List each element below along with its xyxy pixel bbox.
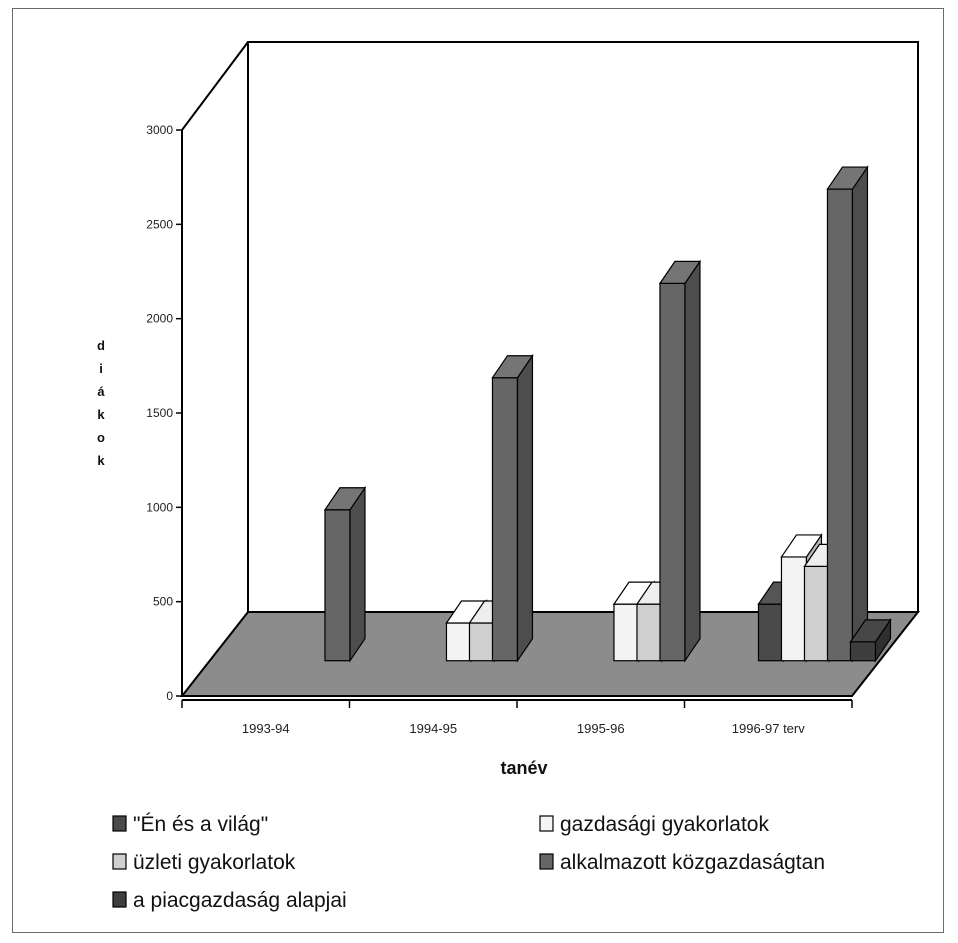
x-tick-label: 1995-96 — [577, 721, 625, 736]
legend-label: üzleti gyakorlatok — [133, 851, 296, 874]
bar-front — [826, 188, 854, 662]
bar-top — [780, 534, 823, 558]
bar-top — [826, 166, 869, 190]
bar-front — [757, 603, 785, 662]
legend-label: alkalmazott közgazdaságtan — [560, 851, 825, 874]
legend-item: üzleti gyakorlatok — [112, 851, 296, 874]
bar-side — [349, 485, 366, 663]
bar — [323, 485, 367, 663]
legend-swatch — [539, 853, 554, 870]
y-tick-label: 3000 — [146, 123, 173, 137]
y-tick-label: 1500 — [146, 406, 173, 420]
legend-label: a piacgazdaság alapjai — [133, 889, 347, 912]
side-wall-top-edge — [181, 41, 249, 131]
bar-front — [324, 509, 351, 662]
legend-label: "Én és a világ" — [133, 813, 268, 836]
y-tick-label: 1000 — [146, 500, 173, 514]
bar-front — [780, 556, 808, 662]
bar-front — [468, 622, 496, 662]
bar — [658, 259, 702, 663]
y-axis-title-letter: k — [97, 407, 105, 422]
bar-side — [684, 259, 701, 663]
legend-swatch — [539, 815, 554, 832]
bar-front — [849, 641, 877, 662]
bar-front — [636, 603, 663, 662]
y-tick-label: 2500 — [146, 217, 173, 231]
y-axis-title-letter: k — [97, 453, 105, 468]
bar-front — [659, 282, 686, 662]
legend-swatch — [112, 891, 127, 908]
y-axis-title-letter: o — [97, 430, 105, 445]
legend-item: a piacgazdaság alapjai — [112, 889, 347, 912]
bar-front — [613, 603, 640, 662]
bar-side — [851, 165, 869, 663]
y-axis: 0 500 1000 1500 2000 2500 3000 — [146, 123, 183, 703]
legend-item: alkalmazott közgazdaságtan — [539, 851, 825, 874]
bar-front — [445, 622, 473, 662]
chart-walls — [179, 41, 921, 697]
bar-top — [658, 260, 702, 284]
y-axis-title-letter: á — [97, 384, 105, 399]
x-tick-label: 1996-97 terv — [732, 721, 805, 736]
bar — [491, 353, 534, 663]
legend-swatch — [112, 815, 127, 832]
legend-item: gazdasági gyakorlatok — [539, 813, 769, 836]
bar-front — [803, 565, 831, 662]
legend-item: "Én és a világ" — [112, 813, 268, 836]
floor — [179, 611, 921, 697]
bar-front — [491, 377, 519, 662]
bar — [826, 165, 869, 663]
y-axis-title-letter: i — [99, 361, 103, 376]
y-tick-label: 500 — [153, 595, 173, 609]
bars — [323, 165, 892, 663]
x-axis: 1993-94 1994-95 1995-96 1996-97 terv — [181, 699, 853, 736]
bar — [849, 617, 892, 663]
bar-side — [516, 353, 534, 663]
legend-label: gazdasági gyakorlatok — [560, 813, 769, 836]
bar-top — [323, 487, 367, 511]
bar-top — [491, 355, 534, 379]
x-tick-label: 1994-95 — [409, 721, 457, 736]
legend: "Én és a világ" gazdasági gyakorlatok üzle… — [112, 813, 825, 912]
y-axis-title-letter: d — [97, 338, 105, 353]
y-tick-label: 0 — [166, 689, 173, 703]
legend-swatch — [112, 853, 127, 870]
x-tick-label: 1993-94 — [242, 721, 290, 736]
bar-top — [849, 619, 892, 643]
y-tick-label: 2000 — [146, 312, 173, 326]
x-axis-title: tanév — [500, 758, 547, 778]
